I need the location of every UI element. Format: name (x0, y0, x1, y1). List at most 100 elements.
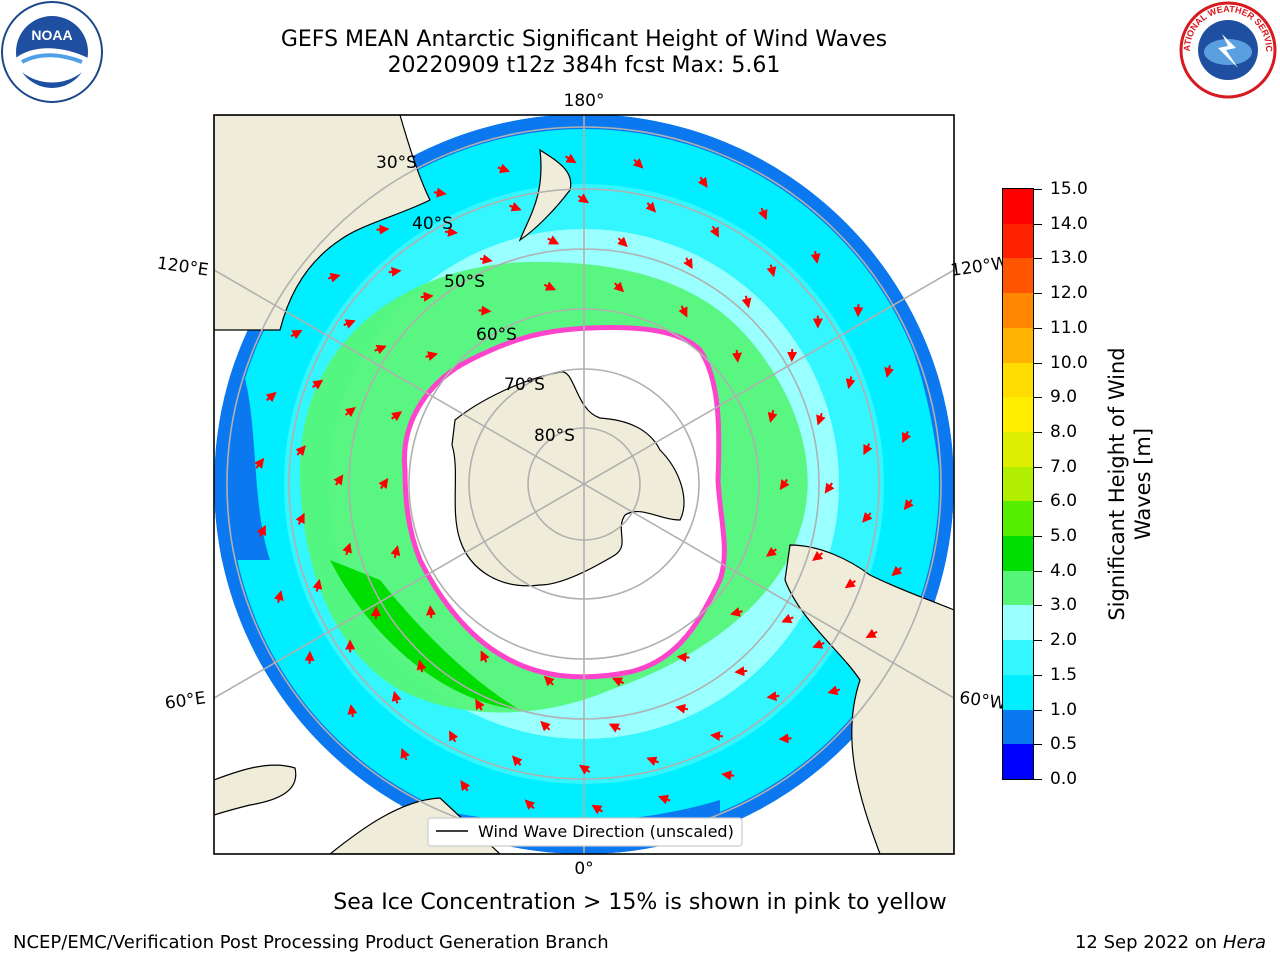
colorbar-tick (1034, 570, 1042, 572)
lat-label-40s: 40°S (412, 214, 453, 234)
wave-direction-arrow (827, 685, 841, 696)
wave-direction-arrow (416, 659, 427, 673)
wave-direction-arrow (632, 158, 644, 169)
colorbar-tick-label: 9.0 (1050, 387, 1078, 408)
colorbar-tick-label: 4.0 (1050, 560, 1078, 581)
wave-direction-arrow (845, 376, 856, 390)
wave-direction-arrow (731, 349, 742, 363)
colorbar-title: Significant Height of Wind Waves [m] (1105, 347, 1155, 621)
colorbar-segment (1003, 501, 1033, 537)
wave-direction-arrow (816, 412, 826, 426)
wave-direction-arrow (290, 330, 303, 340)
colorbar-tick-label: 0.5 (1050, 734, 1078, 755)
colorbar-tick-label: 8.0 (1050, 421, 1078, 442)
footer-date-text: 12 Sep 2022 on (1074, 932, 1218, 953)
colorbar-tick-label: 13.0 (1050, 248, 1088, 269)
wave-direction-arrow (327, 272, 341, 283)
lon-label-60w: 60°W (958, 688, 1007, 714)
wave-direction-arrow (767, 410, 778, 423)
wave-direction-arrow (420, 291, 434, 302)
colorbar-tick (1034, 189, 1042, 190)
wave-direction-arrow (343, 319, 356, 329)
wave-direction-arrow (391, 690, 402, 704)
wave-direction-arrow (511, 755, 523, 767)
wave-direction-arrow (388, 266, 402, 277)
lon-label-120e: 120°E (156, 254, 210, 281)
colorbar-tick-label: 7.0 (1050, 456, 1078, 477)
wave-direction-arrow (812, 639, 825, 649)
wave-direction-arrow (741, 295, 752, 309)
colorbar-tick (1034, 431, 1042, 433)
lon-label-120w: 120°W (949, 253, 1009, 281)
colorbar-segment (1003, 327, 1033, 363)
colorbar-tick (1034, 709, 1042, 711)
colorbar-tick (1034, 536, 1042, 538)
antarctica (451, 371, 685, 587)
wave-direction-arrow (697, 176, 708, 188)
wave-direction-arrow (400, 747, 410, 761)
chart-title: GEFS MEAN Antarctic Significant Height o… (280, 27, 888, 52)
colorbar-segment (1003, 466, 1033, 502)
colorbar-tick-label: 12.0 (1050, 283, 1088, 304)
footer-date: 12 Sep 2022 on Hera (1075, 932, 1266, 953)
wave-direction-arrow (543, 675, 555, 687)
colorbar-tick (1034, 327, 1042, 329)
colorbar-tick (1034, 258, 1042, 260)
wave-direction-arrow (591, 804, 604, 815)
colorbar-tick-label: 0.0 (1050, 769, 1078, 789)
wave-direction-arrow (497, 163, 511, 174)
wave-direction-arrow (342, 542, 352, 556)
colorbar-segment (1003, 674, 1033, 710)
wave-direction-arrow (863, 443, 873, 456)
colorbar-tick (1034, 293, 1042, 295)
wave-direction-arrow (721, 770, 735, 781)
wave-direction-arrow (884, 364, 895, 378)
wave-direction-arrow (265, 391, 277, 403)
wave-direction-arrow (273, 590, 284, 604)
colorbar-tick (1034, 674, 1042, 676)
colorbar (1002, 188, 1034, 780)
wave-direction-arrow (729, 607, 743, 617)
wave-direction-arrow (344, 406, 356, 418)
colorbar-tick-label: 15.0 (1050, 179, 1088, 199)
wave-direction-arrow (547, 235, 560, 245)
colorbar-segment (1003, 293, 1033, 328)
wave-direction-arrow (347, 704, 358, 718)
colorbar-tick (1034, 605, 1042, 607)
wave-direction-arrow (758, 207, 768, 221)
colorbar-tick-label: 6.0 (1050, 491, 1078, 512)
colorbar-tick (1034, 779, 1042, 780)
colorbar-tick-label: 14.0 (1050, 213, 1088, 234)
colorbar-segment (1003, 223, 1033, 259)
footer-host: Hera (1222, 932, 1266, 953)
colorbar-tick-label: 1.5 (1050, 664, 1078, 685)
colorbar-segment (1003, 570, 1033, 606)
noaa-logo: NOAA (1, 1, 103, 103)
lat-label-70s: 70°S (504, 375, 545, 395)
colorbar-tick (1034, 362, 1042, 364)
lat-label-60s: 60°S (476, 325, 517, 345)
colorbar-segment (1003, 709, 1033, 745)
wave-direction-arrow (766, 264, 777, 278)
lon-label-0: 0° (574, 859, 593, 879)
wave-direction-arrow (683, 257, 693, 270)
wave-direction-arrow (617, 236, 628, 248)
wave-direction-arrow (425, 351, 439, 361)
wave-direction-arrow (646, 756, 659, 766)
wave-direction-arrow (426, 605, 437, 619)
wave-direction-arrow (608, 723, 621, 733)
lat-label-30s: 30°S (376, 153, 417, 173)
wave-direction-arrow (865, 628, 878, 638)
wave-direction-arrow (509, 202, 522, 212)
wind-wave-arrows (254, 153, 914, 815)
wave-direction-arrow (256, 524, 266, 538)
colorbar-segment (1003, 431, 1033, 467)
wave-direction-arrow (479, 254, 493, 265)
wave-direction-arrow (710, 731, 724, 742)
wave-direction-arrow (778, 733, 792, 744)
sea-ice-note: Sea Ice Concentration > 15% is shown in … (333, 890, 947, 915)
colorbar-segment (1003, 189, 1033, 224)
wave-direction-arrow (480, 650, 490, 663)
wave-direction-arrow (657, 794, 671, 805)
wave-direction-arrow (444, 226, 458, 237)
